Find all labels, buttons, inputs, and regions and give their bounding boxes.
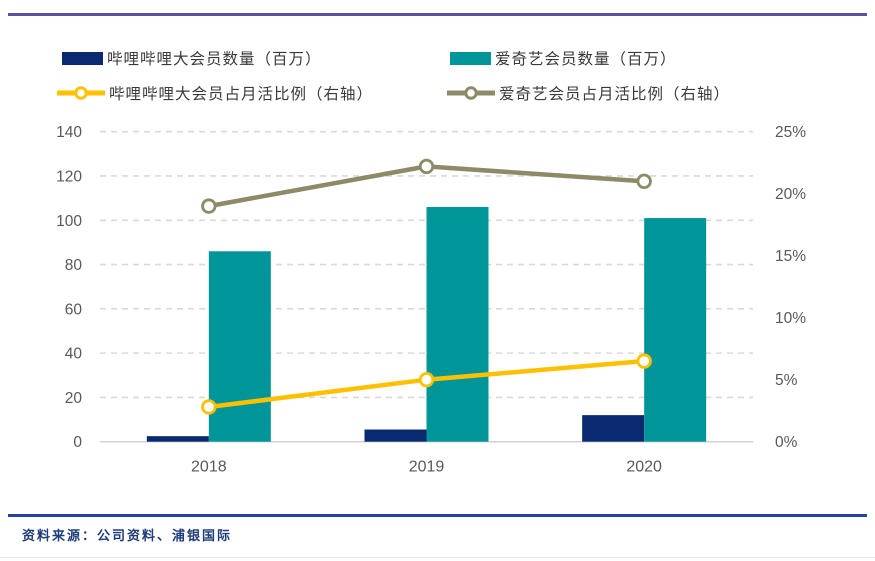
legend-label: 爱奇艺会员占月活比例（右轴）: [499, 86, 731, 103]
bottom-border-line: [8, 514, 867, 517]
left-axis-tick: 120: [56, 168, 82, 185]
x-axis-label-2020: 2020: [626, 459, 662, 476]
bar-series1-2020: [644, 218, 707, 442]
bar-series0-2020: [582, 415, 645, 442]
legend-item-bilibili-ratio: 哔哩哔哩大会员占月活比例（右轴）: [57, 83, 373, 103]
line-marker-swatch-icon: [447, 86, 495, 100]
legend-label: 爱奇艺会员数量（百万）: [495, 51, 677, 68]
bar-series0-2018: [146, 436, 209, 442]
legend-label: 哔哩哔哩大会员数量（百万）: [107, 51, 322, 68]
left-axis-tick: 60: [65, 301, 83, 318]
left-axis-tick: 40: [65, 346, 83, 363]
legend-item-iqiyi-members: 爱奇艺会员数量（百万）: [450, 48, 677, 68]
right-axis-tick: 15%: [775, 248, 806, 265]
right-axis-tick: 5%: [775, 372, 798, 389]
left-axis-tick: 100: [56, 213, 82, 230]
point-series1-2018: [201, 198, 217, 214]
legend-item-iqiyi-ratio: 爱奇艺会员占月活比例（右轴）: [447, 83, 730, 103]
bar-series1-2018: [208, 251, 271, 442]
point-series0-2018: [201, 399, 217, 415]
x-axis-label-2018: 2018: [191, 459, 227, 476]
bar-swatch-icon: [450, 51, 491, 65]
left-axis-tick: 0: [73, 434, 82, 451]
bar-swatch-icon: [62, 51, 103, 65]
page-edge-line: [0, 557, 875, 558]
bar-series1-2019: [426, 206, 489, 442]
left-axis-tick: 20: [65, 390, 83, 407]
point-series0-2020: [636, 353, 652, 369]
left-axis-tick: 80: [65, 257, 83, 274]
line-marker-swatch-icon: [57, 86, 105, 100]
bar-series0-2019: [364, 429, 427, 442]
right-axis-tick: 10%: [775, 310, 806, 327]
x-axis-label-2019: 2019: [409, 459, 445, 476]
legend-label: 哔哩哔哩大会员占月活比例（右轴）: [109, 86, 374, 103]
point-series0-2019: [418, 372, 435, 388]
left-axis-tick: 140: [56, 124, 82, 141]
source-text: 资料来源：公司资料、浦银国际: [22, 528, 233, 543]
legend-item-bilibili-members: 哔哩哔哩大会员数量（百万）: [62, 48, 322, 68]
top-border-line: [8, 13, 867, 16]
right-axis-tick: 20%: [775, 186, 806, 203]
right-axis-tick: 25%: [775, 124, 806, 141]
right-axis-tick: 0%: [775, 434, 798, 451]
membership-combo-chart: 0 20 40 60 80 100 120 140 0% 5% 10% 15% 20% 25% 2018 20…: [56, 124, 806, 476]
point-series1-2020: [636, 173, 652, 190]
point-series1-2019: [418, 158, 435, 175]
source-note: 资料来源：公司资料、浦银国际: [22, 525, 232, 544]
